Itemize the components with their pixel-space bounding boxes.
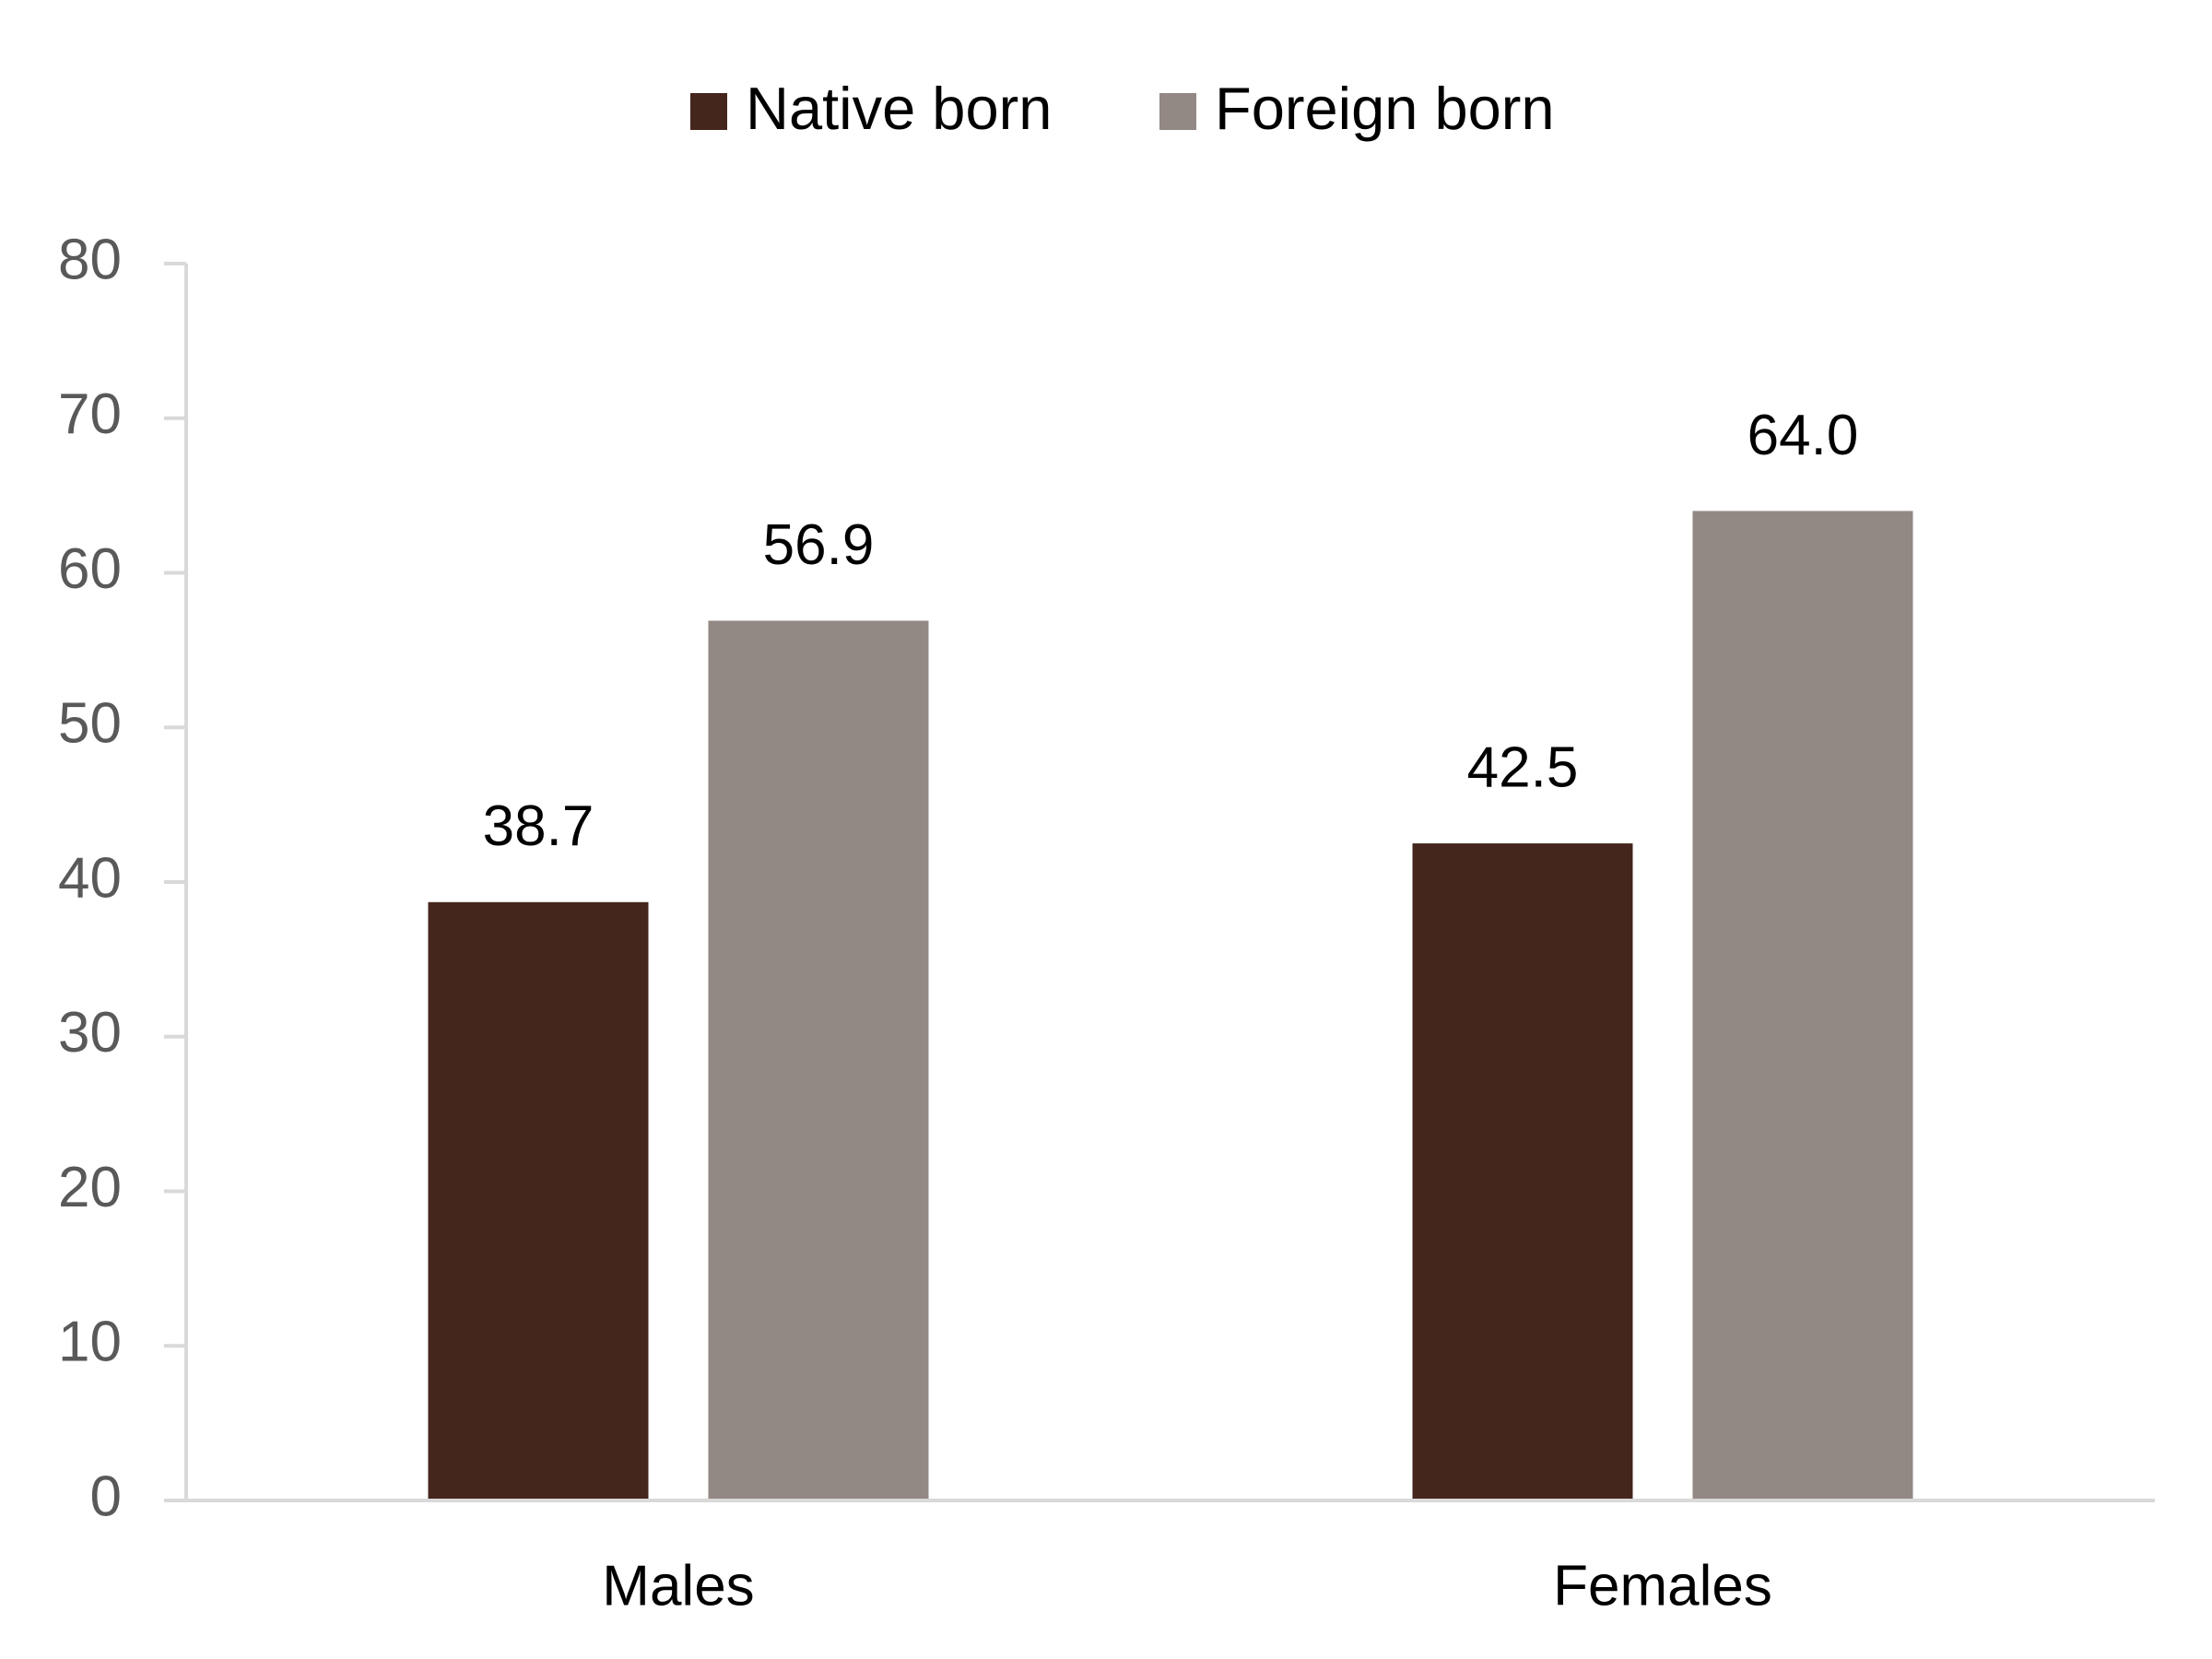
- y-tick-label: 40: [58, 846, 122, 910]
- legend-swatch: [690, 93, 727, 130]
- y-tick-label: 50: [58, 692, 122, 756]
- bar: [1692, 511, 1913, 1500]
- data-label: 38.7: [483, 794, 594, 858]
- data-label: 42.5: [1467, 735, 1579, 799]
- data-label: 64.0: [1747, 404, 1859, 467]
- y-tick-label: 0: [90, 1465, 122, 1528]
- y-tick-label: 80: [58, 228, 122, 291]
- y-tick-label: 10: [58, 1311, 122, 1374]
- y-tick-label: 70: [58, 382, 122, 446]
- y-tick-label: 20: [58, 1156, 122, 1219]
- bar: [708, 620, 929, 1500]
- x-tick-label: Males: [602, 1554, 754, 1618]
- legend-swatch: [1159, 93, 1196, 130]
- legend-label: Native born: [746, 75, 1052, 142]
- legend-label: Foreign born: [1215, 75, 1555, 142]
- y-tick-label: 60: [58, 537, 122, 601]
- x-tick-label: Females: [1553, 1554, 1772, 1618]
- data-label: 56.9: [763, 513, 875, 577]
- y-tick-label: 30: [58, 1001, 122, 1065]
- bar: [428, 901, 649, 1500]
- bar: [1412, 843, 1633, 1500]
